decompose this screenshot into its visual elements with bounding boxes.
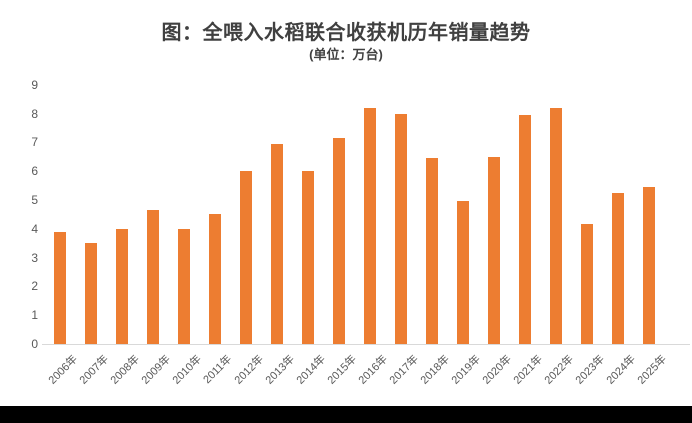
y-tick-label-5: 5 [31, 193, 38, 207]
x-tick-label-2019年: 2019年 [449, 353, 483, 387]
y-tick-label-7: 7 [31, 135, 38, 150]
bar-2022年 [550, 108, 562, 344]
x-tick-label-2023年: 2023年 [573, 353, 607, 387]
chart-subtitle: (单位：万台) [309, 47, 383, 62]
y-tick-label-2: 2 [31, 279, 38, 294]
x-tick-label-2021年: 2021年 [511, 353, 545, 387]
bar-2010年 [178, 229, 190, 344]
x-tick-label-2008年: 2008年 [108, 353, 142, 387]
bar-2007年 [85, 243, 97, 344]
x-tick-label-2009年: 2009年 [139, 353, 173, 387]
bar-2016年 [364, 108, 376, 344]
bar-2011年 [209, 214, 221, 344]
bar-2008年 [116, 229, 128, 344]
y-tick-label-9: 9 [31, 77, 38, 92]
bar-2018年 [426, 158, 438, 344]
x-tick-label-2018年: 2018年 [418, 353, 452, 387]
bar-2023年 [581, 224, 593, 344]
x-tick-label-2013年: 2013年 [263, 353, 297, 387]
bar-2013年 [271, 144, 283, 344]
bottom-black-bar [0, 406, 692, 423]
bar-2009年 [147, 210, 159, 344]
bar-2006年 [54, 232, 66, 344]
x-tick-label-2022年: 2022年 [542, 353, 576, 387]
x-tick-label-2017年: 2017年 [387, 353, 421, 387]
bar-2024年 [612, 193, 624, 344]
y-tick-label-3: 3 [31, 250, 38, 265]
x-tick-label-2014年: 2014年 [294, 353, 328, 387]
x-tick-label-2025年: 2025年 [635, 353, 669, 387]
x-tick-label-2020年: 2020年 [480, 353, 514, 387]
x-tick-label-2007年: 2007年 [77, 353, 111, 387]
y-tick-label-6: 6 [31, 164, 38, 179]
x-tick-label-2011年: 2011年 [201, 353, 235, 387]
x-tick-label-2006年: 2006年 [46, 353, 80, 387]
bar-2021年 [519, 115, 531, 344]
bar-2015年 [333, 138, 345, 344]
bar-2017年 [395, 114, 407, 344]
x-tick-label-2010年: 2010年 [170, 353, 204, 387]
x-tick-label-2016年: 2016年 [356, 353, 390, 387]
bar-2019年 [457, 201, 469, 344]
x-tick-label-2024年: 2024年 [604, 353, 638, 387]
bar-2012年 [240, 171, 252, 344]
bar-2014年 [302, 171, 314, 344]
x-tick-label-2012年: 2012年 [232, 353, 266, 387]
bar-2020年 [488, 157, 500, 344]
y-tick-label-0: 0 [31, 337, 38, 351]
y-tick-label-4: 4 [31, 221, 38, 236]
chart-title: 图：全喂入水稻联合收获机历年销量趋势 [161, 22, 531, 44]
x-tick-label-2015年: 2015年 [325, 353, 359, 387]
x-axis-line [42, 344, 690, 345]
bar-2025年 [643, 187, 655, 344]
y-tick-label-1: 1 [31, 308, 38, 323]
y-tick-label-8: 8 [31, 106, 38, 121]
